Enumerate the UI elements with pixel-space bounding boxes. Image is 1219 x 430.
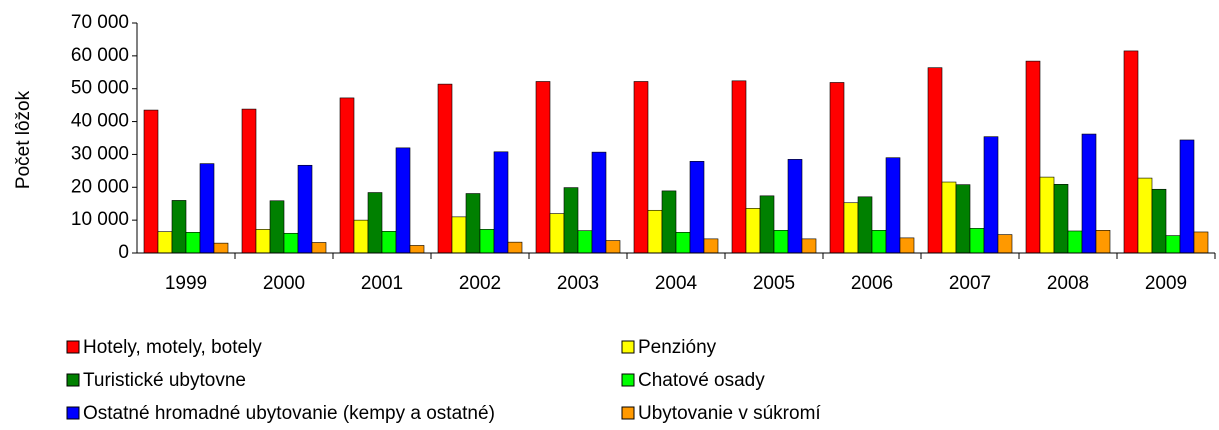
bar [213,242,229,254]
bar [703,238,719,254]
x-tick-label: 2000 [263,273,305,294]
bar [829,82,845,254]
bar [577,230,593,254]
bar [269,200,285,254]
y-tick-label: 50 000 [71,78,129,99]
legend-swatch [621,340,635,354]
bar [493,151,509,254]
x-tick-label: 2007 [949,273,991,294]
bar [759,195,775,254]
bar [927,67,943,254]
bar [955,184,971,254]
y-axis-title: Počet lôžok [13,90,34,189]
bar [171,200,187,254]
legend-label: Turistické ubytovne [83,370,246,391]
bar [199,163,215,254]
bar [451,216,467,254]
bar [1095,230,1111,254]
bar [479,229,495,254]
bar [1081,133,1097,254]
bar [633,81,649,254]
legend-swatch [66,406,80,420]
bar [591,151,607,254]
bar [1039,176,1055,254]
bar [367,192,383,254]
legend-label: Chatové osady [638,370,765,391]
bar [563,187,579,254]
bar [143,109,159,254]
bar [885,157,901,254]
bar [801,238,817,254]
bar [1025,60,1041,254]
bar [465,193,481,254]
bar [157,231,173,254]
bar [1053,184,1069,254]
bar [857,196,873,254]
bar [787,159,803,254]
bar [983,136,999,254]
bar [185,232,201,254]
bar [549,213,565,254]
bar [843,202,859,254]
bar [395,147,411,254]
legend-swatch [621,373,635,387]
legend-label: Ubytovanie v súkromí [638,403,821,424]
bar [941,181,957,254]
x-tick-label: 2002 [459,273,501,294]
bar [437,83,453,254]
bar [675,232,691,254]
bar [241,108,257,254]
bar [1137,177,1153,254]
y-tick-label: 0 [118,242,129,263]
bar [507,241,523,254]
y-tick-label: 10 000 [71,209,129,230]
bar [969,228,985,254]
bar [1151,188,1167,254]
bar [899,237,915,254]
bar [647,209,663,254]
bar [1193,231,1209,254]
bar [745,208,761,254]
bar [1179,139,1195,254]
bar [535,81,551,254]
bar [689,161,705,254]
legend-label: Penzióny [638,337,717,358]
x-tick-label: 2003 [557,273,599,294]
y-tick-label: 30 000 [71,143,129,164]
bar [661,190,677,254]
bar [1067,230,1083,254]
bar [1123,50,1139,254]
bar [283,232,299,254]
bar [381,231,397,254]
y-tick-label: 40 000 [71,111,129,132]
x-tick-label: 2008 [1047,273,1089,294]
y-tick-label: 20 000 [71,176,129,197]
bar [255,229,271,254]
x-tick-label: 1999 [165,273,207,294]
legend-swatch [621,406,635,420]
bar [731,80,747,254]
y-tick-label: 70 000 [71,12,129,33]
legend-label: Ostatné hromadné ubytovanie (kempy a ost… [83,403,495,424]
y-tick-label: 60 000 [71,45,129,66]
x-tick-label: 2001 [361,273,403,294]
bar [997,234,1013,254]
legend-label: Hotely, motely, botely [83,337,262,358]
bar [605,240,621,254]
bar [353,219,369,254]
bar [339,97,355,254]
x-tick-label: 2004 [655,273,698,294]
bar [1165,235,1181,254]
legend-swatch [66,373,80,387]
legend-swatch [66,340,80,354]
bar [409,245,425,254]
bar [311,242,327,254]
bar [773,230,789,254]
bar [297,164,313,254]
x-tick-label: 2006 [851,273,893,294]
x-tick-label: 2009 [1145,273,1187,294]
x-tick-label: 2005 [753,273,795,294]
bar [871,230,887,254]
